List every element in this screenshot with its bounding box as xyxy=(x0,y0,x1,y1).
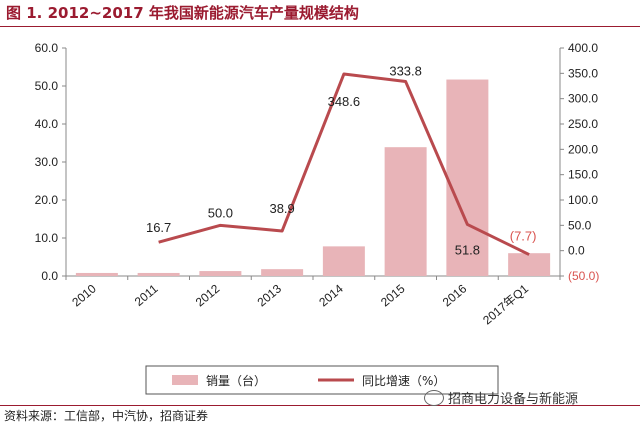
y-right-tick-label: 150.0 xyxy=(568,168,598,182)
data-label: 348.6 xyxy=(328,94,361,109)
y-right-tick-label: 350.0 xyxy=(568,66,598,80)
bar xyxy=(261,269,304,276)
x-tick-label: 2013 xyxy=(255,281,285,309)
y-left-tick-label: 50.0 xyxy=(35,79,59,93)
x-tick-label: 2014 xyxy=(316,281,346,309)
watermark: 招商电力设备与新能源 xyxy=(424,388,578,407)
data-label: 333.8 xyxy=(389,64,422,79)
y-left-tick-label: 30.0 xyxy=(35,155,59,169)
bar xyxy=(508,253,551,276)
x-tick-label: 2015 xyxy=(378,281,408,309)
x-tick-label: 2011 xyxy=(132,281,161,309)
data-label: 51.8 xyxy=(455,242,480,257)
bar xyxy=(137,272,180,276)
y-right-tick-label: 50.0 xyxy=(568,218,592,232)
legend-swatch-bar xyxy=(172,375,198,385)
x-tick-label: 2012 xyxy=(193,281,223,309)
bar xyxy=(446,79,489,276)
y-left-tick-label: 0.0 xyxy=(41,269,58,283)
x-tick-label: 2010 xyxy=(69,281,99,309)
y-left-tick-label: 40.0 xyxy=(35,117,59,131)
y-left-tick-label: 60.0 xyxy=(35,41,59,55)
y-right-tick-label: 0.0 xyxy=(568,244,585,258)
legend: 销量（台） 同比增速（%） xyxy=(145,365,499,395)
x-tick-label: 2017年Q1 xyxy=(480,281,531,327)
growth-line xyxy=(158,72,530,256)
bar xyxy=(75,272,118,276)
y-right-tick-label: 400.0 xyxy=(568,41,598,55)
data-label: 50.0 xyxy=(208,205,233,220)
data-label: 38.9 xyxy=(269,201,294,216)
bar xyxy=(199,271,242,276)
x-tick-label: 2016 xyxy=(440,281,470,309)
y-right-tick-label: 100.0 xyxy=(568,193,598,207)
source-divider xyxy=(0,405,640,406)
y-right-tick-label: 250.0 xyxy=(568,117,598,131)
title-divider xyxy=(0,26,640,27)
watermark-text: 招商电力设备与新能源 xyxy=(448,392,579,407)
plot-area: 0.0 10.0 20.0 30.0 40.0 50.0 60.0 (50.0) 0.0 50.0… xyxy=(35,41,600,327)
y-right-tick-label: 200.0 xyxy=(568,142,598,156)
chart-canvas: 0.0 10.0 20.0 30.0 40.0 50.0 60.0 (50.0) 0.0 50.0… xyxy=(35,41,600,395)
source-note: 资料来源：工信部，中汽协，招商证券 xyxy=(4,409,209,423)
data-label: (7.7) xyxy=(510,229,537,244)
chart-title: 图 1. 2012~2017 年我国新能源汽车产量规模结构 xyxy=(6,4,359,22)
y-left-tick-label: 10.0 xyxy=(35,231,59,245)
y-right-tick-label: 300.0 xyxy=(568,92,598,106)
y-left-tick-label: 20.0 xyxy=(35,193,59,207)
data-label: 16.7 xyxy=(146,220,171,235)
wechat-icon xyxy=(424,389,444,406)
bar xyxy=(322,246,365,276)
legend-label-line: 同比增速（%） xyxy=(362,374,445,388)
bar xyxy=(384,147,427,276)
y-right-tick-label: (50.0) xyxy=(568,269,599,283)
legend-label-bar: 销量（台） xyxy=(206,373,266,388)
